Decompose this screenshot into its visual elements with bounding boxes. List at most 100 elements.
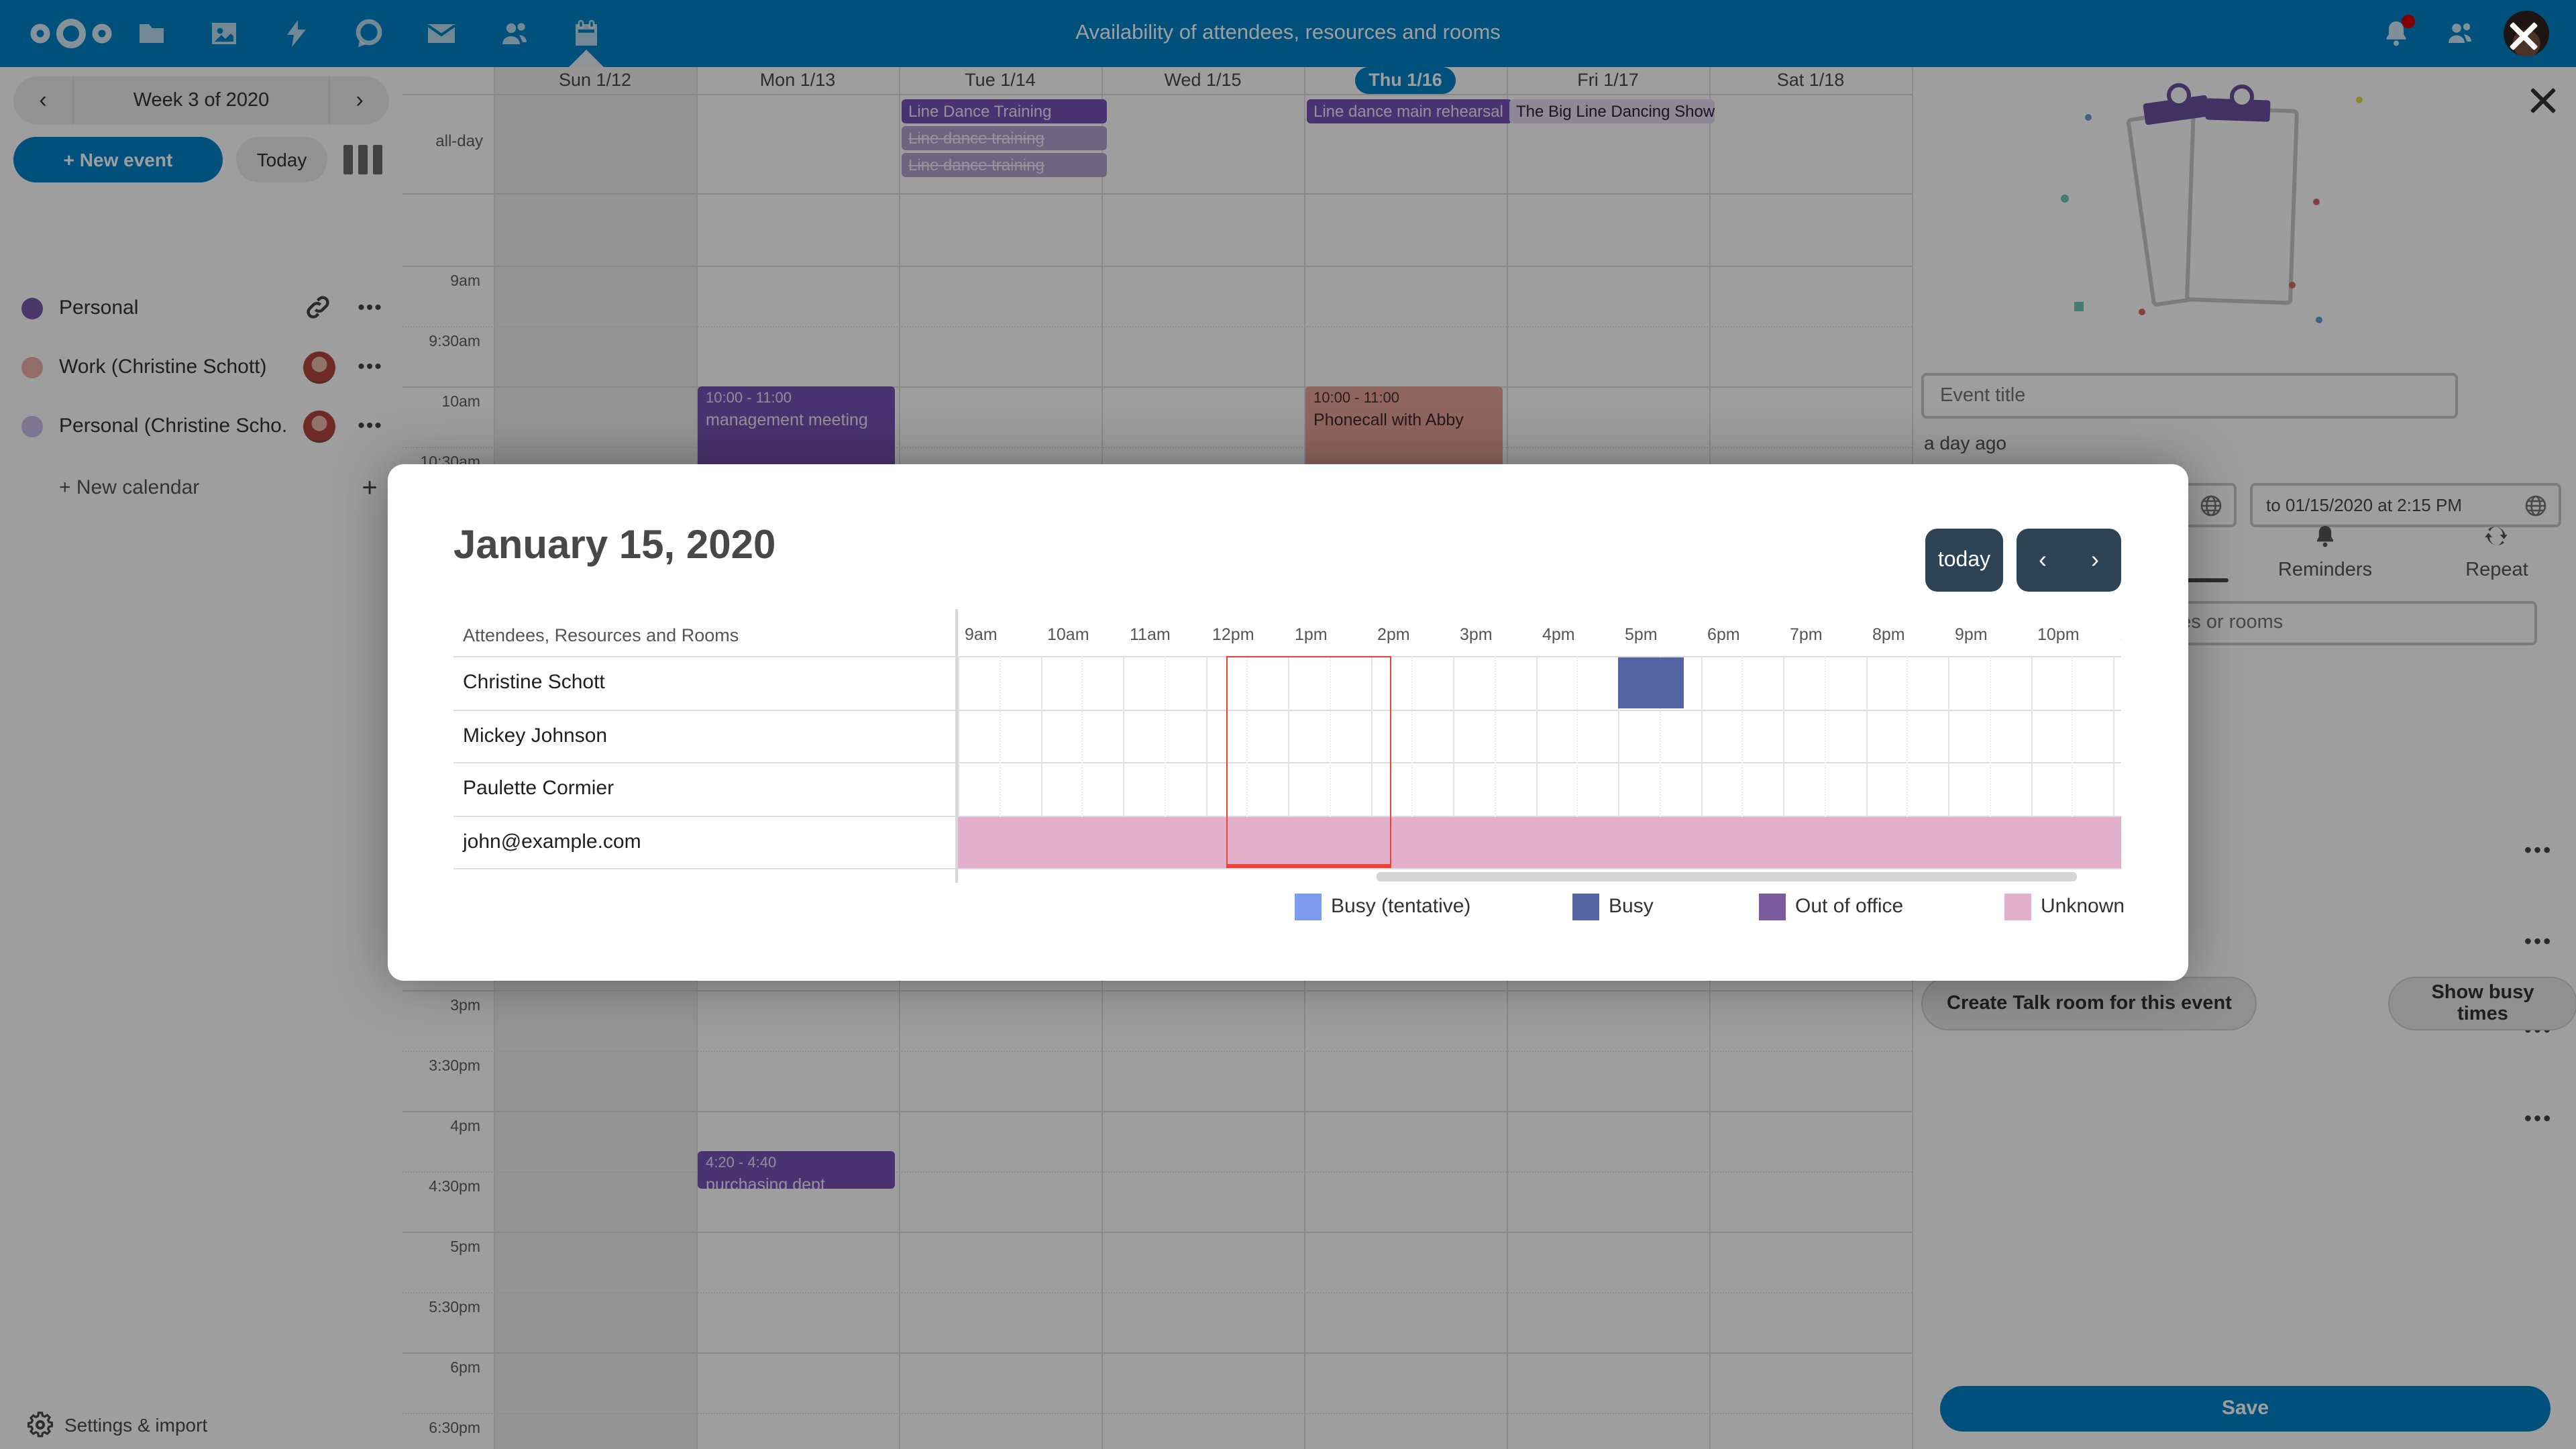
day-header[interactable]: Fri 1/17 <box>1577 70 1639 90</box>
modal-today-button[interactable]: today <box>1925 529 2003 592</box>
legend-label: Out of office <box>1795 895 1904 918</box>
grid-hour-label: 9pm <box>1955 625 1988 644</box>
contacts-menu-icon[interactable] <box>2445 17 2477 50</box>
legend-label: Busy <box>1609 895 1654 918</box>
mail-app-icon[interactable] <box>425 17 458 50</box>
hour-gridline <box>402 386 1912 388</box>
new-calendar-label: + New calendar <box>59 476 200 499</box>
calendar-name: Personal <box>59 297 139 319</box>
page-title: Availability of attendees, resources and… <box>1075 21 1501 44</box>
grid-halfhour-line <box>1494 656 1496 868</box>
calendar-event[interactable]: 4:20 - 4:40 purchasing dept <box>698 1151 895 1189</box>
hour-gridline <box>402 990 1912 991</box>
attendee-row-menu-button[interactable]: ••• <box>2524 840 2553 863</box>
today-button[interactable]: Today <box>236 137 327 182</box>
show-busy-times-button[interactable]: Show busy times <box>2388 977 2576 1030</box>
create-talk-room-button[interactable]: Create Talk room for this event <box>1921 977 2257 1030</box>
attendee-row-menu-button[interactable]: ••• <box>2524 931 2553 954</box>
grid-halfhour-line <box>1741 656 1743 868</box>
grid-hour-line <box>1866 656 1867 868</box>
new-calendar-button[interactable]: + New calendar + <box>0 459 402 518</box>
photos-app-icon[interactable] <box>208 17 240 50</box>
tab-label: Reminders <box>2277 559 2373 581</box>
modal-prev-day-button[interactable]: ‹ <box>2039 546 2047 573</box>
tab-reminders[interactable]: Reminders <box>2251 523 2399 581</box>
all-day-section: all-day Line Dance Training Line dance tr… <box>402 94 1912 195</box>
hour-gridline <box>402 447 1912 448</box>
grid-hour-line <box>2113 656 2114 868</box>
files-app-icon[interactable] <box>136 17 168 50</box>
calendar-color-dot <box>21 416 43 437</box>
attendee-name: Christine Schott <box>463 671 605 694</box>
time-label: 4:30pm <box>429 1179 480 1195</box>
calendar-owner-avatar <box>303 411 335 443</box>
time-label: 3pm <box>450 998 480 1014</box>
calendar-app-icon[interactable] <box>570 17 602 50</box>
day-header[interactable]: Mon 1/13 <box>759 70 836 90</box>
modal-next-day-button[interactable]: › <box>2091 546 2099 573</box>
modified-timestamp: a day ago <box>1924 432 2006 453</box>
share-link-icon[interactable] <box>303 292 335 325</box>
event-title: management meeting <box>706 411 868 429</box>
timezone-globe-icon[interactable] <box>2524 493 2548 517</box>
week-navigation: ‹ Week 3 of 2020 › <box>13 76 389 125</box>
grid-hour-label: 11am <box>1130 625 1171 644</box>
grid-hour-line <box>1536 656 1537 868</box>
availability-grid[interactable] <box>958 656 2121 868</box>
nextcloud-logo[interactable] <box>30 19 113 48</box>
calendar-name: Work (Christine Schott) <box>59 356 267 378</box>
availability-modal: January 15, 2020 today ‹ › Attendees, Re… <box>388 464 2188 981</box>
calendar-color-dot <box>21 298 43 319</box>
event-end-input[interactable]: to 01/15/2020 at 2:15 PM <box>2250 483 2561 527</box>
grid-hour-label: 10am <box>1047 625 1089 644</box>
modal-close-icon[interactable] <box>2504 16 2544 56</box>
week-label[interactable]: Week 3 of 2020 <box>72 76 330 125</box>
day-header[interactable]: Wed 1/15 <box>1164 70 1242 90</box>
all-day-event[interactable]: Line dance training <box>902 126 1107 150</box>
attendee-row-menu-button[interactable]: ••• <box>2524 1108 2553 1131</box>
week-view-toggle-icon[interactable] <box>343 145 389 174</box>
previous-week-button[interactable]: ‹ <box>39 87 47 113</box>
next-week-button[interactable]: › <box>356 87 364 113</box>
time-label: 10am <box>441 394 480 411</box>
calendar-list-item[interactable]: Personal ••• <box>0 279 402 338</box>
calendar-menu-button[interactable]: ••• <box>358 415 383 437</box>
grid-hour-line <box>1040 656 1042 868</box>
all-day-event[interactable]: Line dance main rehearsal <box>1307 99 1512 123</box>
calendar-menu-button[interactable]: ••• <box>358 356 383 378</box>
calendar-list-item[interactable]: Work (Christine Schott) ••• <box>0 338 402 397</box>
new-event-button[interactable]: + New event <box>13 137 223 182</box>
modal-date-title: January 15, 2020 <box>453 523 776 568</box>
plus-icon[interactable]: + <box>362 474 379 503</box>
event-times: 10:00 - 11:00 <box>1313 390 1400 407</box>
calendar-menu-button[interactable]: ••• <box>358 297 383 319</box>
calendar-list-item[interactable]: Personal (Christine Scho... ••• <box>0 397 402 456</box>
day-header[interactable]: Sun 1/12 <box>558 70 632 90</box>
activity-app-icon[interactable] <box>280 17 313 50</box>
legend-swatch <box>1295 894 1322 920</box>
event-title-input[interactable]: Event title <box>1921 373 2458 419</box>
tab-repeat[interactable]: Repeat <box>2423 523 2571 581</box>
grid-hour-label: 1pm <box>1295 625 1328 644</box>
grid-hour-line <box>1123 656 1124 868</box>
notifications-bell-icon[interactable] <box>2380 15 2415 50</box>
horizontal-scrollbar-thumb[interactable] <box>1377 872 2077 881</box>
day-header[interactable]: Tue 1/14 <box>965 70 1036 90</box>
save-button[interactable]: Save <box>1940 1386 2551 1432</box>
day-header-today[interactable]: Thu 1/16 <box>1304 67 1507 94</box>
all-day-event[interactable]: Line dance training <box>902 153 1107 177</box>
settings-import[interactable]: Settings & import <box>0 1406 402 1449</box>
grid-halfhour-line <box>1824 656 1826 868</box>
timezone-globe-icon[interactable] <box>2199 493 2223 517</box>
talk-app-icon[interactable] <box>353 17 385 50</box>
repeat-icon <box>2483 523 2510 550</box>
grid-hour-label: 10pm <box>2037 625 2080 644</box>
day-header[interactable]: Sat 1/18 <box>1776 70 1845 90</box>
time-label: 9:30am <box>429 334 480 350</box>
grid-halfhour-line <box>1246 656 1248 868</box>
contacts-app-icon[interactable] <box>498 17 530 50</box>
all-day-event[interactable]: The Big Line Dancing Show <box>1509 99 1715 123</box>
all-day-event[interactable]: Line Dance Training <box>902 99 1107 123</box>
calendar-sidebar: ‹ Week 3 of 2020 › + New event Today Per… <box>0 67 404 1449</box>
